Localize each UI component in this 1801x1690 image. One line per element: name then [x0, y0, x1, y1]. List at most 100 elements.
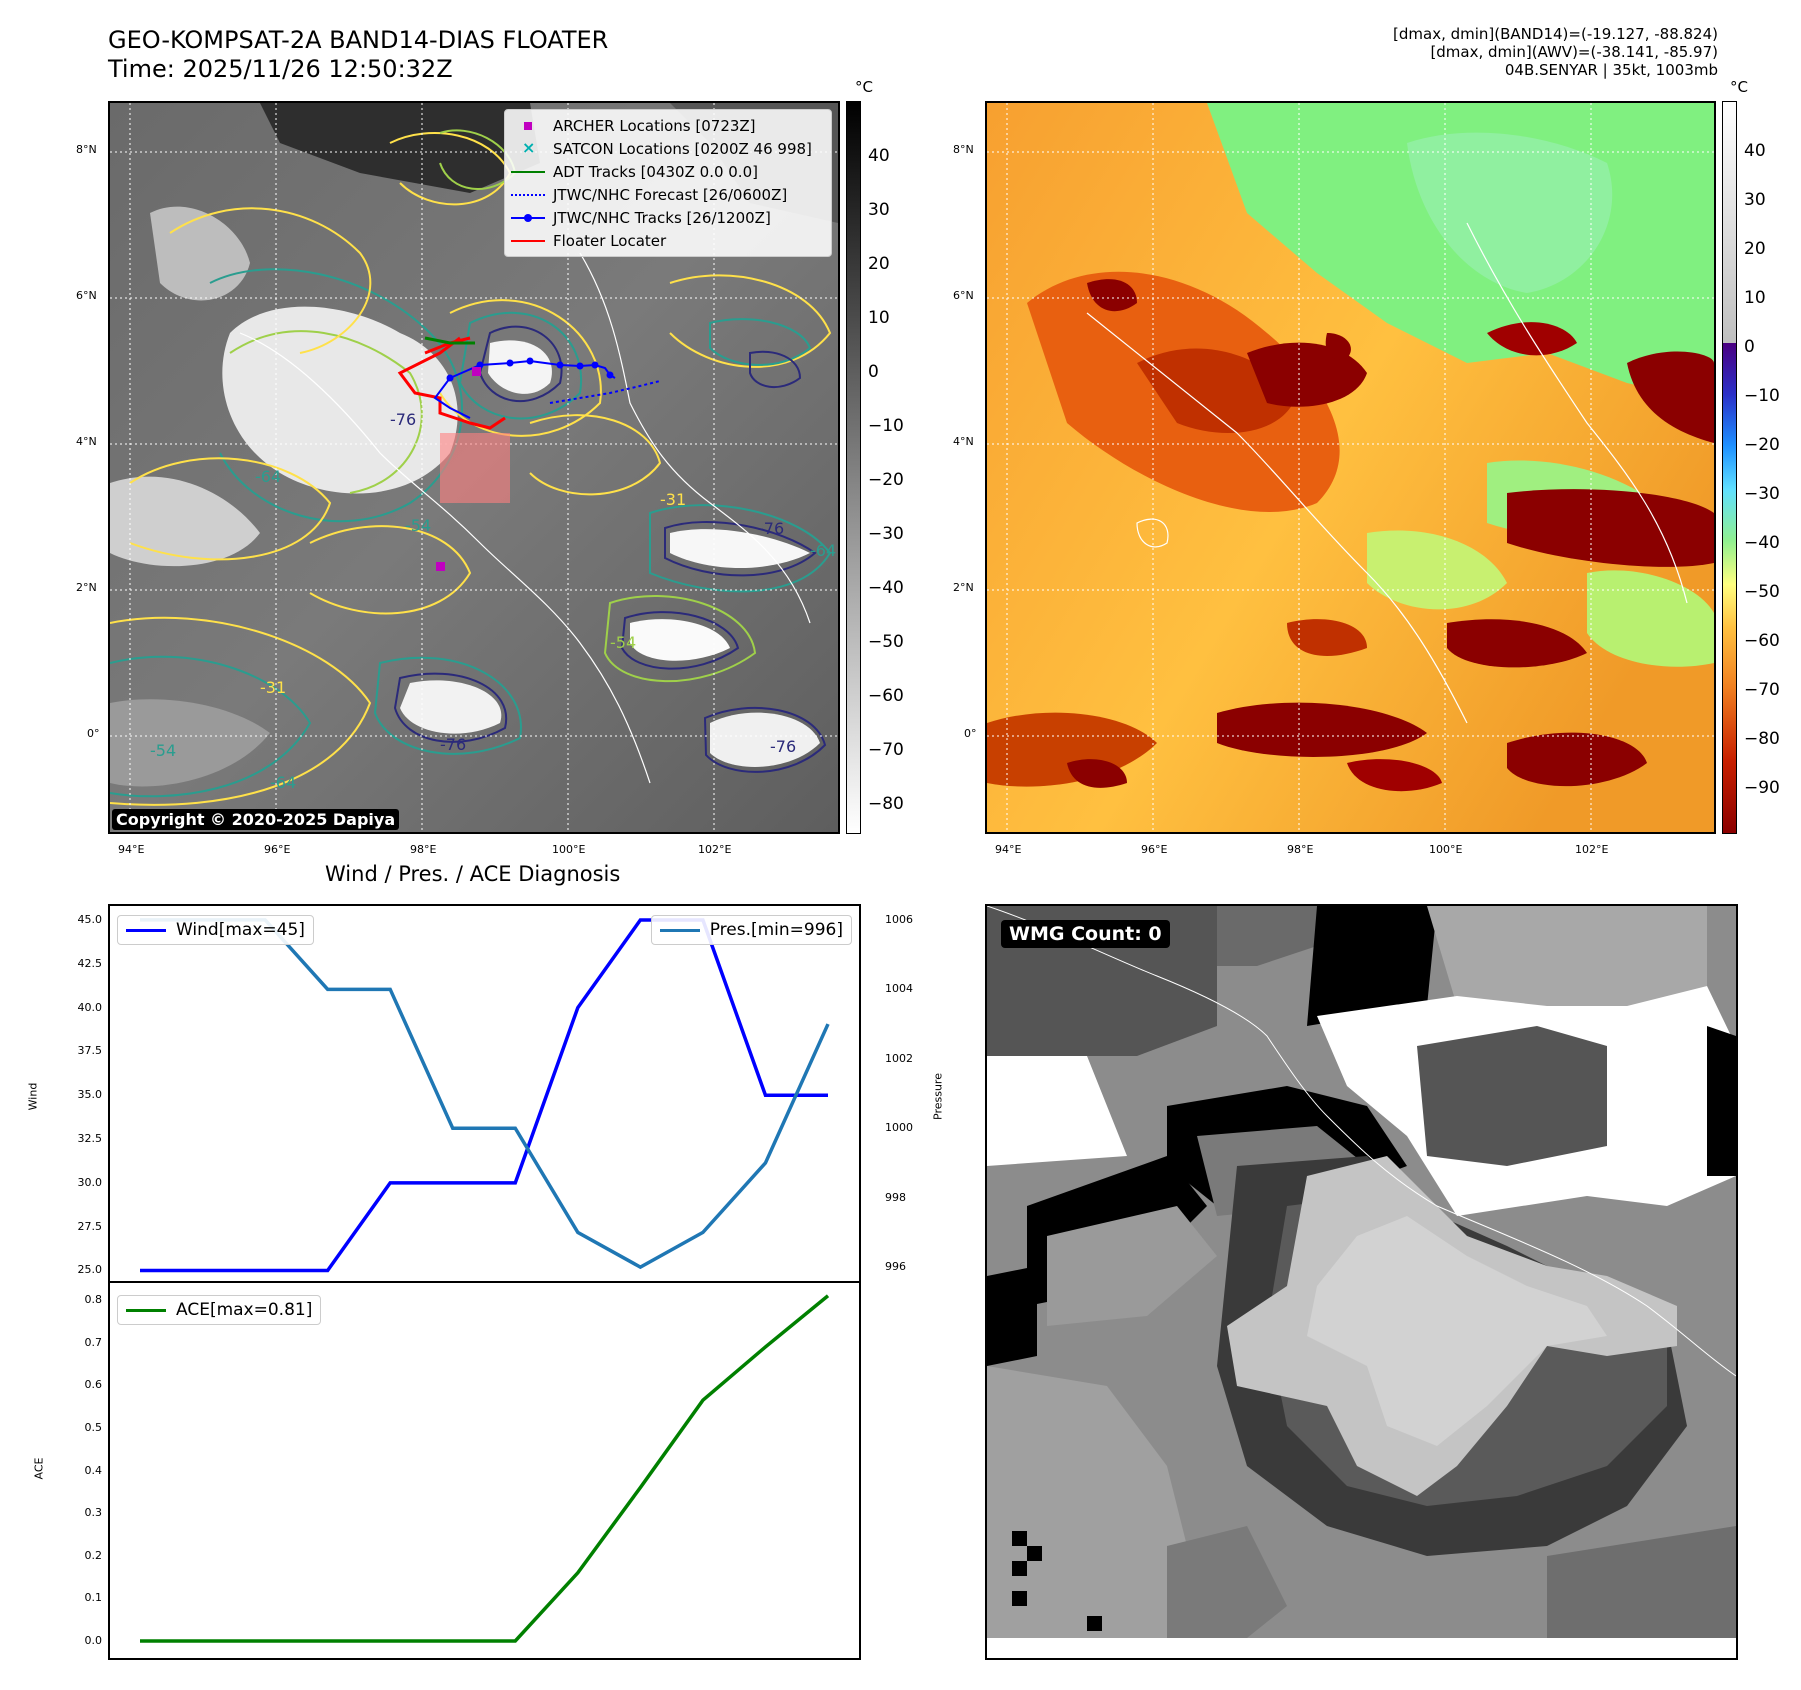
- ir-colorbar: [846, 101, 861, 834]
- axis-tick-label: 0.6: [84, 1378, 103, 1392]
- lon-tick: 96°E: [264, 843, 291, 856]
- axis-tick-label: 998: [885, 1190, 906, 1204]
- legend-item-adt: ADT Tracks [0430Z 0.0 0.0]: [511, 160, 823, 183]
- legend-item-archer: ARCHER Locations [0723Z]: [511, 114, 823, 137]
- legend-label: ARCHER Locations [0723Z]: [553, 116, 756, 135]
- lon-tick: 94°E: [995, 843, 1022, 856]
- info-line-2: [dmax, dmin](AWV)=(-38.141, -85.97): [1430, 43, 1718, 61]
- colorbar-tick: −20: [1744, 435, 1780, 455]
- legend-label: ADT Tracks [0430Z 0.0 0.0]: [553, 162, 758, 181]
- ace-plot: [140, 1294, 830, 1643]
- lon-tick: 96°E: [1141, 843, 1168, 856]
- awv-colorbar: [1722, 101, 1737, 834]
- axis-tick-label: 1006: [885, 912, 913, 926]
- pressure-legend: Pres.[min=996]: [650, 915, 852, 945]
- contour-label: -76: [758, 519, 785, 538]
- colorbar-tick: 20: [868, 254, 890, 274]
- figure-title: GEO-KOMPSAT-2A BAND14-DIAS FLOATER Time:…: [108, 26, 608, 84]
- square-marker-icon: [511, 118, 545, 134]
- contour-label: -76: [440, 735, 467, 754]
- ir-satellite-panel: -76 -64 -54 -31 -76 -64 -54 -31 -76 -64 …: [108, 101, 840, 834]
- legend-label: SATCON Locations [0200Z 46 998]: [553, 139, 812, 158]
- colorbar-tick: 40: [1744, 141, 1766, 161]
- pressure-series-line: [140, 918, 830, 1270]
- lat-tick: 4°N: [76, 435, 97, 448]
- ace-chart: ACE[max=0.81]: [108, 1281, 861, 1660]
- lon-tick: 100°E: [552, 843, 586, 856]
- lat-tick: 8°N: [953, 143, 974, 156]
- legend-label: ACE[max=0.81]: [176, 1300, 313, 1320]
- wind-axis-label: Wind: [26, 1082, 40, 1111]
- axis-tick-label: 0.4: [84, 1463, 103, 1477]
- legend-label: Floater Locater: [553, 231, 667, 250]
- legend-label: Wind[max=45]: [176, 920, 305, 940]
- colorbar-unit: °C: [1730, 78, 1748, 96]
- colorbar-tick: −60: [1744, 631, 1780, 651]
- wmg-panel: WMG Count: 0: [985, 904, 1738, 1660]
- legend-line-icon: [126, 928, 166, 932]
- line-marker-icon: [511, 233, 545, 249]
- colorbar-tick: 0: [868, 362, 879, 382]
- colorbar-tick: −70: [868, 740, 904, 760]
- colorbar-tick: 20: [1744, 239, 1766, 259]
- info-line-1: [dmax, dmin](BAND14)=(-19.127, -88.824): [1393, 25, 1718, 43]
- lon-tick: 102°E: [1575, 843, 1609, 856]
- lat-tick: 2°N: [953, 581, 974, 594]
- ir-legend: ARCHER Locations [0723Z] × SATCON Locati…: [504, 109, 832, 257]
- colorbar-tick: −80: [868, 794, 904, 814]
- axis-tick-label: 0.7: [84, 1335, 103, 1349]
- axis-tick-label: 0.2: [84, 1548, 103, 1562]
- storm-info: [dmax, dmin](BAND14)=(-19.127, -88.824) …: [1393, 25, 1718, 79]
- contour-label: -76: [390, 410, 417, 429]
- axis-tick-label: 40.0: [77, 1000, 103, 1014]
- ace-axis-label: ACE: [32, 1457, 46, 1480]
- colorbar-tick: −40: [1744, 533, 1780, 553]
- colorbar-tick: −10: [868, 416, 904, 436]
- axis-tick-label: 25.0: [77, 1263, 103, 1277]
- lon-tick: 102°E: [698, 843, 732, 856]
- colorbar-tick: −70: [1744, 680, 1780, 700]
- contour-label: -64: [270, 773, 297, 792]
- axis-tick-label: 27.5: [77, 1219, 103, 1233]
- legend-item-jtwc-tracks: JTWC/NHC Tracks [26/1200Z]: [511, 206, 823, 229]
- ace-legend: ACE[max=0.81]: [117, 1295, 322, 1325]
- legend-label: Pres.[min=996]: [709, 920, 843, 940]
- title-line-2: Time: 2025/11/26 12:50:32Z: [108, 55, 453, 83]
- pressure-axis-label: Pressure: [931, 1073, 945, 1120]
- legend-line-icon: [659, 928, 700, 932]
- colorbar-tick: −40: [868, 578, 904, 598]
- colorbar-tick: 30: [868, 200, 890, 220]
- axis-tick-label: 1002: [885, 1051, 913, 1065]
- colorbar-tick: 0: [1744, 337, 1755, 357]
- axis-tick-label: 0.8: [84, 1293, 103, 1307]
- lat-tick: 8°N: [76, 143, 97, 156]
- legend-label: JTWC/NHC Forecast [26/0600Z]: [553, 185, 788, 204]
- colorbar-tick: 10: [1744, 288, 1766, 308]
- axis-tick-label: 35.0: [77, 1088, 103, 1102]
- dotted-line-icon: [511, 187, 545, 203]
- diagnosis-title: Wind / Pres. / ACE Diagnosis: [325, 862, 621, 886]
- contour-label: -64: [810, 541, 837, 560]
- lon-tick: 98°E: [410, 843, 437, 856]
- lat-tick: 4°N: [953, 435, 974, 448]
- contour-label: -76: [770, 737, 797, 756]
- wind-legend: Wind[max=45]: [117, 915, 314, 945]
- legend-label: JTWC/NHC Tracks [26/1200Z]: [553, 208, 771, 227]
- contour-label: -31: [260, 678, 287, 697]
- colorbar-tick: −50: [868, 632, 904, 652]
- title-line-1: GEO-KOMPSAT-2A BAND14-DIAS FLOATER: [108, 26, 609, 54]
- lon-tick: 100°E: [1429, 843, 1463, 856]
- line-marker-icon: [511, 164, 545, 180]
- contour-label: -31: [660, 490, 687, 509]
- axis-tick-label: 30.0: [77, 1175, 103, 1189]
- legend-line-icon: [126, 1308, 166, 1312]
- axis-tick-label: 32.5: [77, 1132, 103, 1146]
- wind-pressure-chart: Wind[max=45] Pres.[min=996]: [108, 904, 861, 1283]
- colorbar-tick: −30: [868, 524, 904, 544]
- colorbar-tick: −50: [1744, 582, 1780, 602]
- axis-tick-label: 37.5: [77, 1044, 103, 1058]
- legend-item-satcon: × SATCON Locations [0200Z 46 998]: [511, 137, 823, 160]
- axis-tick-label: 0.5: [84, 1420, 103, 1434]
- x-marker-icon: ×: [522, 137, 536, 157]
- lat-tick: 2°N: [76, 581, 97, 594]
